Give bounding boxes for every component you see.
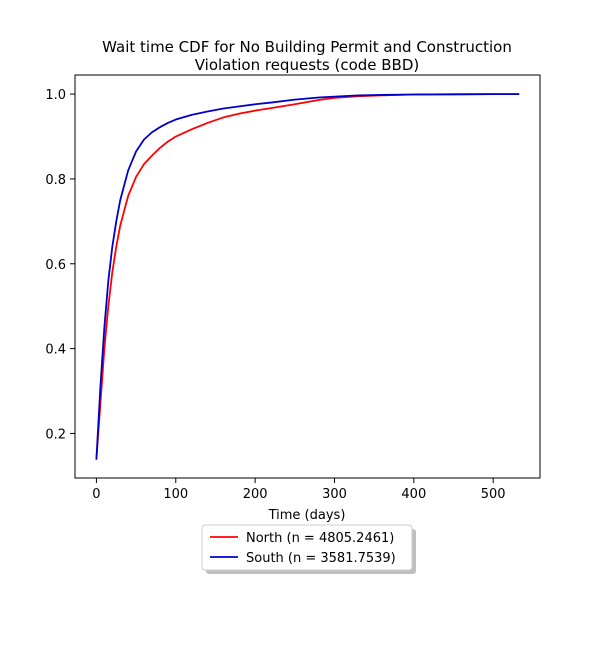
x-tick-label: 400 xyxy=(401,487,426,502)
x-tick-label: 0 xyxy=(92,487,100,502)
x-tick-label: 100 xyxy=(163,487,188,502)
x-tick-label: 200 xyxy=(243,487,268,502)
series-line-north xyxy=(95,93,520,460)
chart-title-line-1: Wait time CDF for No Building Permit and… xyxy=(102,38,512,56)
y-axis: 0.2 0.4 0.6 0.8 1.0 xyxy=(45,88,75,442)
legend-label-north: North (n = 4805.2461) xyxy=(246,531,394,546)
y-tick-label: 0.6 xyxy=(45,258,66,273)
plot-lines xyxy=(95,93,520,460)
y-tick-label: 0.8 xyxy=(45,173,66,188)
x-tick-label: 500 xyxy=(481,487,506,502)
x-tick-label: 300 xyxy=(322,487,347,502)
plot-frame xyxy=(74,74,541,479)
y-tick-label: 1.0 xyxy=(45,88,66,103)
chart-title-line-2: Violation requests (code BBD) xyxy=(195,56,420,74)
legend-box xyxy=(201,524,413,571)
y-tick-label: 0.2 xyxy=(45,427,66,442)
legend-label-south: South (n = 3581.7539) xyxy=(246,551,396,566)
x-axis: 0 100 200 300 400 500 xyxy=(92,478,506,502)
legend: North (n = 4805.2461) South (n = 3581.75… xyxy=(201,524,416,574)
x-axis-label: Time (days) xyxy=(268,508,346,523)
series-line-south xyxy=(95,93,520,460)
y-tick-label: 0.4 xyxy=(45,343,66,358)
